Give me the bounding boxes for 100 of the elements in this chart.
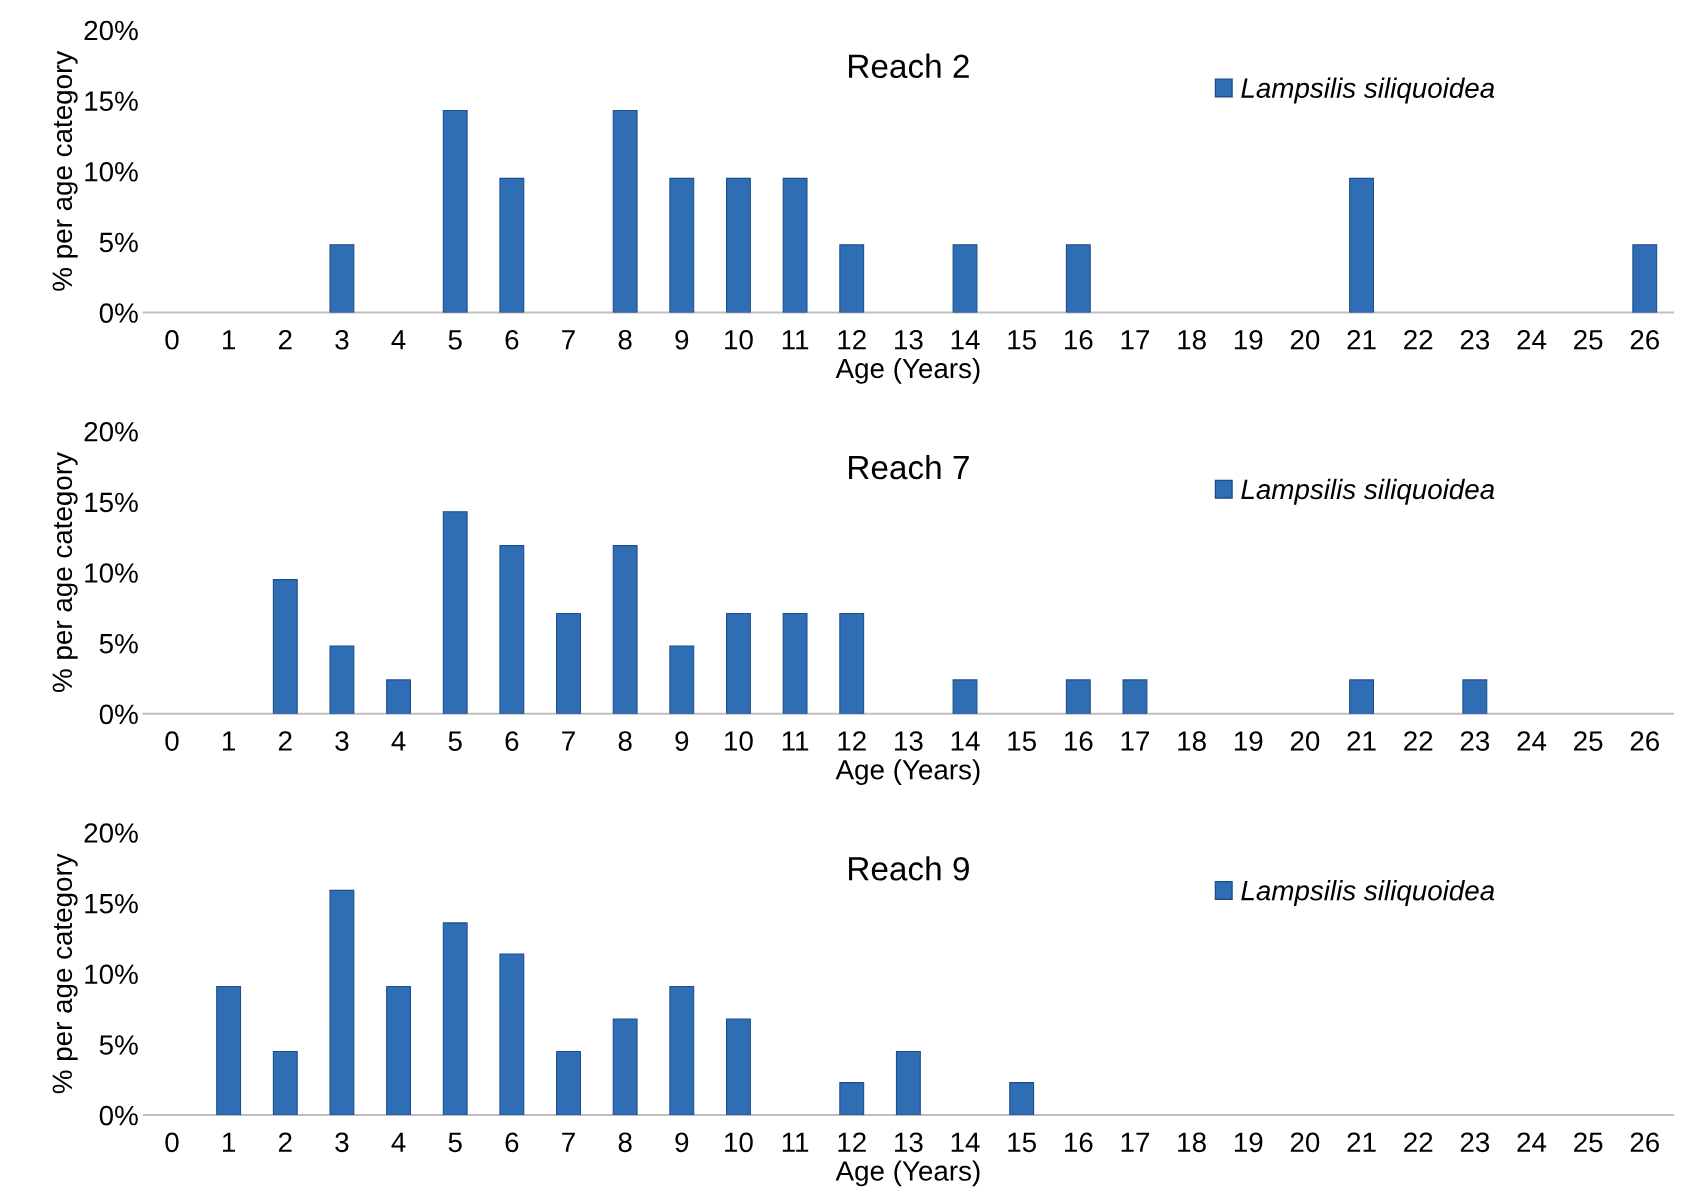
x-tick-label: 0 xyxy=(165,329,179,350)
x-tick-label: 21 xyxy=(1347,329,1376,350)
x-tick-label: 21 xyxy=(1347,1132,1376,1152)
bar xyxy=(442,922,468,1116)
x-tick-label: 11 xyxy=(782,731,809,751)
x-tick-label: 13 xyxy=(895,731,923,751)
bar xyxy=(499,953,525,1116)
x-tick-label: 1 xyxy=(223,731,235,751)
x-tick-label: 24 xyxy=(1517,731,1547,751)
x-tick-label: 20 xyxy=(1290,731,1320,751)
x-tick-label: 9 xyxy=(675,1132,689,1153)
bar xyxy=(725,177,751,313)
x-tick-label: 20 xyxy=(1290,1132,1320,1153)
x-tick-label: 17 xyxy=(1121,1132,1150,1152)
bar xyxy=(839,244,865,313)
x-tick-label: 11 xyxy=(782,1132,809,1152)
x-tick-label: 19 xyxy=(1234,1132,1263,1153)
x-tick-label: 19 xyxy=(1234,329,1263,350)
x-tick-label: 12 xyxy=(838,1132,866,1152)
bar xyxy=(669,985,695,1116)
bar xyxy=(1065,244,1091,313)
y-tick-label: 5% xyxy=(99,232,138,253)
y-tick-label: 0% xyxy=(99,303,138,323)
x-tick-label: 6 xyxy=(505,329,519,350)
x-tick-label: 6 xyxy=(505,1132,519,1153)
y-tick-label: 10% xyxy=(85,964,138,985)
x-tick-label: 8 xyxy=(618,731,632,751)
x-tick-label: 22 xyxy=(1404,1132,1433,1152)
x-tick-label: 18 xyxy=(1178,731,1206,751)
x-tick-label: 5 xyxy=(448,1132,462,1153)
bar xyxy=(1009,1082,1035,1116)
bar xyxy=(612,545,638,714)
x-tick-label: 22 xyxy=(1404,329,1433,350)
y-tick-label: 20% xyxy=(84,421,138,442)
x-tick-label: 23 xyxy=(1460,329,1490,350)
y-tick-label: 10% xyxy=(85,161,138,182)
x-tick-label: 5 xyxy=(448,731,462,751)
x-tick-label: 9 xyxy=(675,329,689,350)
x-tick-label: 3 xyxy=(335,1132,349,1153)
bar xyxy=(386,679,412,714)
bar xyxy=(556,1050,581,1116)
y-axis-title: % per age category xyxy=(52,452,78,692)
bar xyxy=(895,1050,921,1116)
x-tick-label: 2 xyxy=(278,329,292,350)
x-tick-label: 1 xyxy=(223,330,235,350)
x-tick-label: 6 xyxy=(505,731,519,751)
x-tick-label: 25 xyxy=(1574,329,1603,350)
x-tick-label: 15 xyxy=(1008,330,1036,350)
text: Reach 9 xyxy=(849,856,969,881)
bar xyxy=(442,109,468,313)
bar xyxy=(329,244,355,313)
y-tick-label: 5% xyxy=(99,1035,138,1055)
x-tick-label: 10 xyxy=(725,1132,753,1153)
bar xyxy=(725,1018,751,1116)
bar xyxy=(556,612,581,714)
bar xyxy=(1349,679,1374,714)
x-tick-label: 14 xyxy=(951,731,980,751)
legend-label: Lampsilis siliquoidea xyxy=(1241,77,1495,104)
x-tick-label: 4 xyxy=(391,330,406,350)
bar xyxy=(669,645,695,714)
x-tick-label: 25 xyxy=(1574,1132,1603,1153)
x-tick-label: 7 xyxy=(562,330,575,350)
x-tick-label: 13 xyxy=(895,329,923,350)
y-tick-label: 10% xyxy=(85,563,138,583)
bar xyxy=(272,579,298,714)
y-tick-label: 15% xyxy=(85,492,138,513)
bar xyxy=(612,1018,638,1116)
bar xyxy=(669,177,695,313)
bar xyxy=(725,612,751,714)
x-tick-label: 8 xyxy=(618,1132,632,1153)
y-tick-label: 0% xyxy=(99,1105,138,1126)
bar xyxy=(1632,244,1658,313)
y-axis-title: % per age category xyxy=(52,50,78,291)
bar xyxy=(839,612,865,714)
x-tick-label: 24 xyxy=(1517,1132,1547,1152)
bar xyxy=(499,545,525,714)
bar xyxy=(329,645,355,714)
x-axis-title: Age (Years) xyxy=(835,759,980,786)
x-tick-label: 16 xyxy=(1064,329,1093,350)
x-tick-label: 5 xyxy=(448,330,462,350)
x-tick-label: 10 xyxy=(725,731,753,751)
x-tick-label: 12 xyxy=(838,329,866,350)
x-tick-label: 3 xyxy=(335,731,349,751)
x-tick-label: 15 xyxy=(1008,731,1036,751)
y-tick-label: 20% xyxy=(84,823,138,843)
x-tick-label: 13 xyxy=(895,1132,923,1153)
x-tick-label: 8 xyxy=(618,329,632,350)
x-tick-label: 2 xyxy=(278,1132,292,1152)
x-tick-label: 14 xyxy=(951,1132,980,1152)
x-tick-label: 16 xyxy=(1064,731,1093,751)
bar xyxy=(952,244,978,313)
x-tick-label: 9 xyxy=(675,731,689,751)
x-tick-label: 24 xyxy=(1517,329,1547,350)
bar xyxy=(272,1050,298,1116)
x-tick-label: 7 xyxy=(562,1132,575,1152)
x-tick-label: 26 xyxy=(1630,1132,1660,1153)
x-tick-label: 15 xyxy=(1008,1132,1036,1153)
x-tick-label: 10 xyxy=(725,329,753,350)
bar xyxy=(1065,679,1091,714)
legend-label: Lampsilis siliquoidea xyxy=(1241,478,1495,505)
